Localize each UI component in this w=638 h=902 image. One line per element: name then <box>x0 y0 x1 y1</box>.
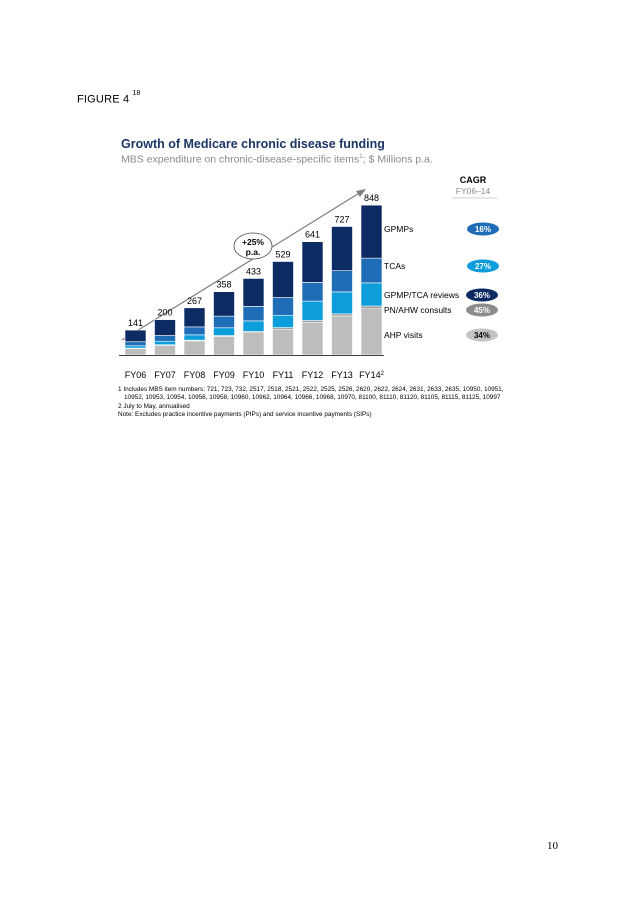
bar-segment-fy12-gpmps <box>301 241 324 283</box>
x-tick-label: FY07 <box>154 370 176 380</box>
page-number: 10 <box>547 840 558 852</box>
footnote-1b: 10952, 10953, 10954, 10956, 10958, 10960… <box>124 394 501 402</box>
bar-segment-fy13-gpmps <box>331 226 353 271</box>
cagr-value-2: 27% <box>475 262 491 271</box>
bar-total-label: 848 <box>364 193 379 203</box>
footnotes: 1 Includes MBS item numbers: 721, 723, 7… <box>118 386 538 419</box>
legend-label-3: GPMP/TCA reviews <box>384 290 459 300</box>
cagr-value-3: 36% <box>474 291 490 300</box>
bar-segment-fy13-pn-ahw-consults <box>331 313 353 317</box>
bar-segment-fy13-gpmp-tca-reviews <box>331 291 353 315</box>
bar-segment-fy10-gpmps <box>242 278 265 307</box>
bar-segment-fy13-ahp-visits <box>331 315 353 356</box>
bar-segment-fy09-ahp-visits <box>213 336 235 356</box>
bar-segment-fy09-gpmp-tca-reviews <box>213 327 235 336</box>
cagr-period: FY06–14 <box>456 186 491 196</box>
bar-segment-fy08-gpmps <box>183 307 206 328</box>
bar-segment-fy10-tcas <box>242 306 265 322</box>
legend-label-1: GPMPs <box>384 224 413 234</box>
bar-segment-fy11-gpmps <box>272 261 294 298</box>
bar-segment-fy08-gpmp-tca-reviews <box>183 334 206 341</box>
cagr-badge-2 <box>467 259 499 273</box>
bar-segment-fy14-tcas <box>360 257 383 284</box>
bar-segment-fy14-gpmp-tca-reviews <box>360 282 383 307</box>
bar-segment-fy06-gpmps <box>124 329 147 343</box>
bar-segment-fy09-tcas <box>213 315 235 329</box>
bar-segment-fy07-gpmp-tca-reviews <box>154 340 176 346</box>
bar-segment-fy06-ahp-visits <box>124 348 147 356</box>
x-tick-label: FY10 <box>243 370 265 380</box>
cagr-value-5: 34% <box>474 331 490 340</box>
bar-total-label: 641 <box>305 230 320 240</box>
cagr-badge-1 <box>467 222 499 236</box>
bar-total-label: 267 <box>187 296 202 306</box>
bar-total-label: 529 <box>275 250 290 260</box>
x-tick-label: FY13 <box>331 370 353 380</box>
bar-segment-fy06-gpmp-tca-reviews <box>124 345 147 349</box>
legend-label-5: AHP visits <box>384 330 423 340</box>
bar-segment-fy14-pn-ahw-consults <box>360 305 383 309</box>
x-tick-label: FY08 <box>184 370 206 380</box>
bar-total-label: 433 <box>246 266 261 276</box>
cagr-badge-5 <box>466 328 498 342</box>
bar-segment-fy06-tcas <box>124 341 147 347</box>
bar-total-label: 141 <box>128 318 143 328</box>
bar-segment-fy07-tcas <box>154 335 176 342</box>
cagr-value-1: 16% <box>475 225 491 234</box>
footnote-2: 2 July to May, annualised <box>118 402 190 410</box>
growth-annotation-line2: p.a. <box>246 247 261 257</box>
legend-label-4: PN/AHW consults <box>384 305 452 315</box>
x-tick-label: FY09 <box>213 370 235 380</box>
growth-annotation-oval <box>233 232 273 260</box>
growth-annotation-line1: +25% <box>242 237 264 247</box>
growth-arrow-line <box>121 191 362 341</box>
bar-total-label: 358 <box>216 280 231 290</box>
bar-segment-fy12-ahp-visits <box>301 322 324 356</box>
bar-segment-fy11-gpmp-tca-reviews <box>272 314 294 328</box>
chart-subtitle: MBS expenditure on chronic-disease-speci… <box>121 153 433 166</box>
cagr-badge-4 <box>466 303 498 317</box>
bar-segment-fy07-gpmps <box>154 319 176 336</box>
bar-segment-fy12-tcas <box>301 282 324 302</box>
chart-title: Growth of Medicare chronic disease fundi… <box>121 137 385 151</box>
bar-segment-fy11-ahp-visits <box>272 328 294 356</box>
cagr-value-4: 45% <box>474 306 490 315</box>
bar-segment-fy09-gpmps <box>213 291 235 317</box>
cagr-header: CAGR <box>460 175 487 185</box>
bar-segment-fy13-tcas <box>331 270 353 293</box>
legend-label-2: TCAs <box>384 261 405 271</box>
bar-segment-fy14-gpmps <box>360 204 383 259</box>
bar-segment-fy08-tcas <box>183 326 206 336</box>
x-tick-label: FY12 <box>302 370 324 380</box>
bar-segment-fy12-gpmp-tca-reviews <box>301 300 324 321</box>
bar-segment-fy11-tcas <box>272 297 294 316</box>
footnote-note: Note: Excludes practice incentive paymen… <box>118 410 372 418</box>
x-tick-label: FY11 <box>273 370 294 380</box>
bar-segment-fy10-gpmp-tca-reviews <box>242 320 265 332</box>
figure-ref: 18 <box>132 90 141 97</box>
footnote-1a: 1 Includes MBS item numbers: 721, 723, 7… <box>118 386 504 393</box>
bar-segment-fy10-ahp-visits <box>242 332 265 356</box>
figure-label: FIGURE 418 <box>77 90 141 106</box>
bar-segment-fy08-ahp-visits <box>183 340 206 356</box>
bar-total-label: 200 <box>157 308 172 318</box>
bar-segment-fy07-ahp-visits <box>154 344 176 356</box>
cagr-badge-3 <box>466 288 498 302</box>
growth-arrow-head <box>356 189 366 197</box>
x-tick-label: FY142 <box>359 370 385 380</box>
bar-segment-fy14-ahp-visits <box>360 308 383 356</box>
x-tick-label: FY06 <box>125 370 147 380</box>
bar-total-label: 727 <box>334 215 349 225</box>
